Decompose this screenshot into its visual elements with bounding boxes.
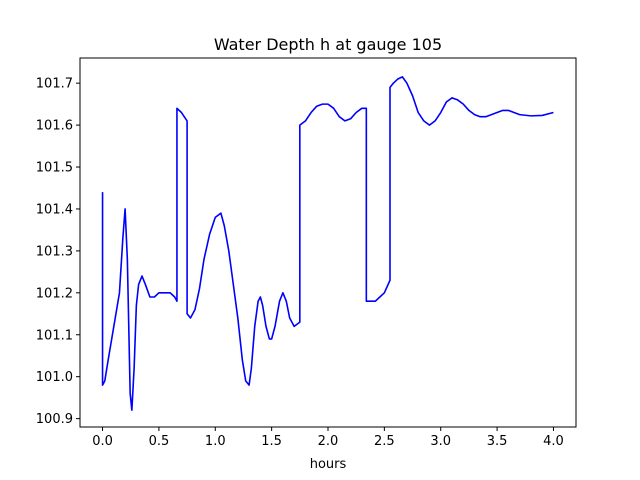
x-tick-label: 1.5 — [261, 434, 282, 449]
x-tick-label: 0.0 — [92, 434, 113, 449]
y-tick-label: 101.3 — [36, 244, 73, 259]
y-axis: 100.9 101.0 101.1 101.2 101.3 101.4 101.5 101.6… — [36, 77, 80, 427]
y-tick-label: 101.1 — [36, 328, 73, 343]
x-tick-label: 2.5 — [374, 434, 395, 449]
x-tick-label: 3.0 — [430, 434, 451, 449]
x-tick-label: 3.5 — [487, 434, 508, 449]
plot-frame — [79, 57, 577, 428]
chart-title: Water Depth h at gauge 105 — [214, 35, 442, 54]
x-tick-label: 1.0 — [205, 434, 226, 449]
plot-area — [79, 57, 577, 428]
y-tick-label: 101.6 — [36, 119, 73, 134]
x-tick-label: 4.0 — [543, 434, 564, 449]
y-tick-label: 101.5 — [36, 161, 73, 176]
y-tick-label: 101.0 — [36, 370, 73, 385]
y-tick-label: 101.2 — [36, 286, 73, 301]
x-tick-label: 2.0 — [318, 434, 339, 449]
y-tick-label: 101.4 — [36, 202, 73, 217]
y-tick-label: 100.9 — [36, 412, 73, 427]
series-line-0 — [101, 76, 554, 412]
x-axis-label: hours — [310, 457, 347, 472]
x-axis: 0.0 0.5 1.0 1.5 2.0 2.5 3.0 3.5 4.0 — [92, 427, 564, 449]
y-tick-label: 101.7 — [36, 77, 73, 92]
x-tick-label: 0.5 — [149, 434, 170, 449]
